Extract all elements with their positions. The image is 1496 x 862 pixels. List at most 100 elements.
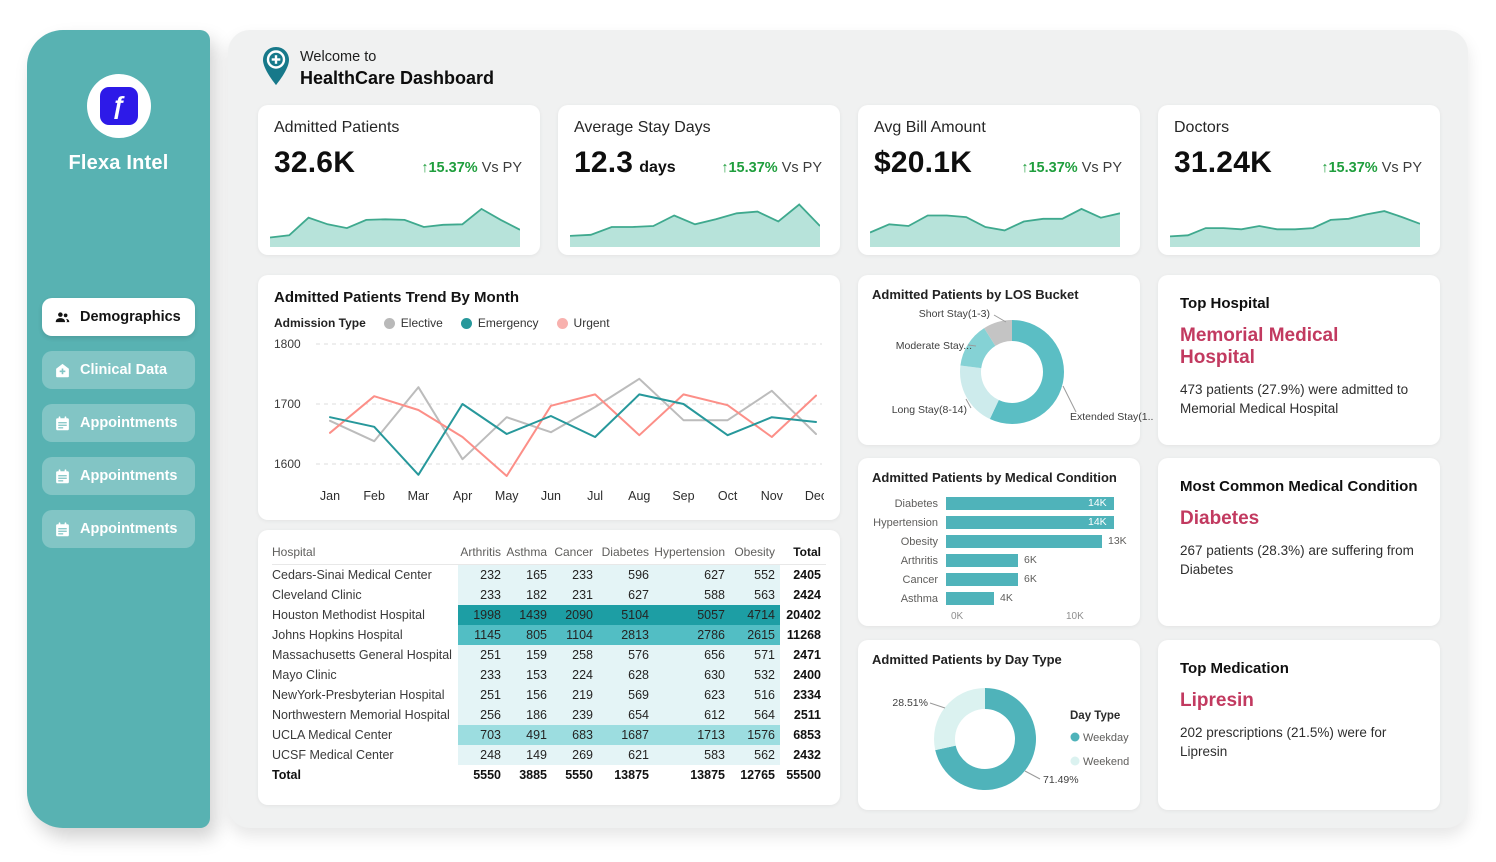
svg-text:Nov: Nov bbox=[761, 489, 784, 503]
common-condition-card: Most Common Medical Condition Diabetes 2… bbox=[1158, 458, 1440, 626]
day-type-segment-weekend[interactable] bbox=[934, 688, 985, 751]
column-total: 5550 bbox=[473, 767, 501, 782]
condition-bar[interactable] bbox=[946, 535, 1102, 548]
table-row[interactable]: Houston Methodist Hospital 1998 1439 2090 51… bbox=[272, 604, 826, 625]
calendar-icon bbox=[54, 415, 71, 432]
total-label: Total bbox=[272, 767, 301, 782]
kpi-title: Average Stay Days bbox=[574, 119, 711, 136]
legend-dot-icon bbox=[556, 317, 568, 329]
row-total: 2405 bbox=[793, 567, 821, 582]
condition-value: 224 bbox=[552, 664, 598, 685]
day-type-legend-label: Weekend bbox=[1083, 756, 1129, 768]
svg-text:1700: 1700 bbox=[274, 397, 301, 411]
column-total: 5550 bbox=[565, 767, 593, 782]
condition-value: 239 bbox=[552, 704, 598, 725]
los-segment-extended-stay-1-[interactable] bbox=[989, 320, 1064, 424]
condition-value: 1998 bbox=[458, 604, 506, 625]
day-type-legend-title: Day Type bbox=[1070, 710, 1120, 722]
table-row[interactable]: Johns Hopkins Hospital 1145 805 1104 2813 278… bbox=[272, 624, 826, 645]
sidebar-item-clinical-data[interactable]: Clinical Data bbox=[42, 351, 195, 389]
table-row[interactable]: Cleveland Clinic 233 182 231 627 588 563 2424 bbox=[272, 584, 826, 605]
table-row[interactable]: UCSF Medical Center 248 149 269 621 583 562 243… bbox=[272, 744, 826, 765]
svg-text:Mar: Mar bbox=[408, 489, 430, 503]
condition-value: 1145 bbox=[458, 624, 506, 645]
table-row[interactable]: Mayo Clinic 233 153 224 628 630 532 2400 bbox=[272, 664, 826, 685]
day-type-donut-chart[interactable]: 28.51% 71.49% Day Type Weekday Weekend bbox=[872, 667, 1129, 812]
condition-value-label: 6K bbox=[1024, 573, 1037, 585]
condition-value-label: 6K bbox=[1024, 554, 1037, 566]
sidebar-item-appointments-3[interactable]: Appointments bbox=[42, 457, 195, 495]
medical-condition-title: Admitted Patients by Medical Condition bbox=[872, 470, 1117, 485]
condition-value-label: 14K bbox=[1088, 516, 1107, 528]
condition-bar-row[interactable]: Cancer 6K bbox=[872, 570, 1126, 589]
los-callout-label: Short Stay(1-3) bbox=[919, 308, 990, 320]
medical-condition-bar-chart[interactable]: Diabetes 14K Hypertension 14K Obesity 13K Arth… bbox=[872, 494, 1127, 625]
table-row[interactable]: UCLA Medical Center 703 491 683 1687 1713 1576… bbox=[272, 724, 826, 745]
condition-bar[interactable] bbox=[946, 573, 1018, 586]
table-row[interactable]: Northwestern Memorial Hospital 256 186 239 6… bbox=[272, 704, 826, 725]
legend-label: Emergency bbox=[477, 316, 539, 330]
sidebar-item-appointments[interactable]: Appointments bbox=[42, 404, 195, 442]
legend-item-emergency: Emergency bbox=[460, 316, 539, 330]
sidebar-item-label: Appointments bbox=[80, 521, 178, 537]
row-total: 2471 bbox=[793, 647, 821, 662]
kpi-vs-label: Vs PY bbox=[781, 160, 822, 176]
condition-value: 182 bbox=[506, 584, 552, 605]
condition-bar-row[interactable]: Hypertension 14K bbox=[872, 513, 1126, 532]
condition-value: 583 bbox=[654, 744, 730, 765]
kpi-title: Doctors bbox=[1174, 119, 1230, 136]
clinical-icon bbox=[54, 362, 71, 379]
welcome-text: Welcome to bbox=[300, 49, 377, 65]
los-segment-short-stay-1-3-[interactable] bbox=[984, 320, 1012, 346]
common-condition-title: Most Common Medical Condition bbox=[1180, 478, 1418, 495]
los-bucket-card: Admitted Patients by LOS Bucket Extended… bbox=[858, 275, 1156, 445]
los-donut-chart[interactable]: Extended Stay(1... Long Stay(8-14) Moderat… bbox=[872, 302, 1156, 445]
condition-bar[interactable] bbox=[946, 554, 1018, 567]
condition-value: 256 bbox=[458, 704, 506, 725]
legend-dot-icon bbox=[1070, 756, 1080, 766]
kpi-delta: ↑15.37% Vs PY bbox=[1321, 160, 1422, 176]
table-row[interactable]: NewYork-Presbyterian Hospital 251 156 219 56… bbox=[272, 684, 826, 705]
condition-bar-row[interactable]: Diabetes 14K bbox=[872, 494, 1126, 513]
table-row[interactable]: Cedars-Sinai Medical Center 232 165 233 596 6… bbox=[272, 564, 826, 585]
condition-value: 219 bbox=[552, 684, 598, 705]
condition-bar[interactable] bbox=[946, 592, 994, 605]
los-segment-moderate-stay-[interactable] bbox=[960, 328, 996, 369]
condition-value: 552 bbox=[730, 564, 780, 585]
page-title: HealthCare Dashboard bbox=[300, 68, 495, 88]
svg-text:Jul: Jul bbox=[587, 489, 603, 503]
los-segment-long-stay-8-14-[interactable] bbox=[960, 365, 999, 420]
condition-value: 805 bbox=[506, 624, 552, 645]
sidebar-item-appointments-4[interactable]: Appointments bbox=[42, 510, 195, 548]
row-total: 6853 bbox=[793, 727, 821, 742]
kpi-title: Avg Bill Amount bbox=[874, 119, 986, 136]
svg-text:Sep: Sep bbox=[672, 489, 694, 503]
condition-bar[interactable] bbox=[946, 497, 1114, 510]
condition-value: 248 bbox=[458, 744, 506, 765]
column-header-obesity: Obesity bbox=[730, 542, 780, 565]
trend-line-chart[interactable]: 1800 1700 1600 Jan Feb Mar Apr May Jun Jul Aug Sep O… bbox=[274, 330, 827, 517]
sidebar-item-label: Appointments bbox=[80, 468, 178, 484]
trend-chart-title: Admitted Patients Trend By Month bbox=[274, 289, 520, 306]
kpi-unit: days bbox=[639, 159, 676, 176]
condition-bar[interactable] bbox=[946, 516, 1114, 529]
condition-value: 153 bbox=[506, 664, 552, 685]
axis-tick-10k: 10K bbox=[1066, 611, 1084, 622]
condition-label: Asthma bbox=[900, 592, 938, 605]
condition-bar-row[interactable]: Arthritis 6K bbox=[872, 551, 1126, 570]
condition-bar-row[interactable]: Asthma 4K bbox=[872, 589, 1126, 608]
day-type-segment-weekday[interactable] bbox=[935, 688, 1036, 790]
condition-label: Hypertension bbox=[873, 516, 938, 529]
row-total: 11268 bbox=[786, 627, 821, 642]
row-total: 20402 bbox=[786, 607, 821, 622]
condition-bar-row[interactable]: Obesity 13K bbox=[872, 532, 1127, 551]
table-row[interactable]: Massachusetts General Hospital 251 159 258 5… bbox=[272, 644, 826, 665]
condition-value-label: 14K bbox=[1088, 497, 1107, 509]
hospital-name: Mayo Clinic bbox=[272, 667, 337, 682]
condition-value: 563 bbox=[730, 584, 780, 605]
condition-value-label: 4K bbox=[1000, 592, 1013, 604]
condition-value: 5057 bbox=[654, 604, 730, 625]
row-total: 2424 bbox=[793, 587, 821, 602]
sidebar-item-demographics[interactable]: Demographics bbox=[42, 298, 195, 336]
common-condition-description: 267 patients (28.3%) are suffering from … bbox=[1180, 543, 1414, 578]
